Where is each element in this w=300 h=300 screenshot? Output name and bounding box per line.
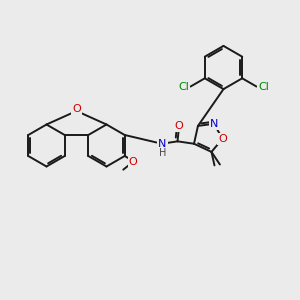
- Text: Cl: Cl: [258, 82, 269, 92]
- Text: N: N: [210, 119, 218, 129]
- Text: O: O: [174, 121, 183, 131]
- Text: O: O: [129, 157, 138, 167]
- Text: H: H: [158, 148, 166, 158]
- Text: N: N: [158, 139, 166, 149]
- Text: O: O: [72, 104, 81, 115]
- Text: O: O: [218, 134, 227, 144]
- Text: Cl: Cl: [178, 82, 189, 92]
